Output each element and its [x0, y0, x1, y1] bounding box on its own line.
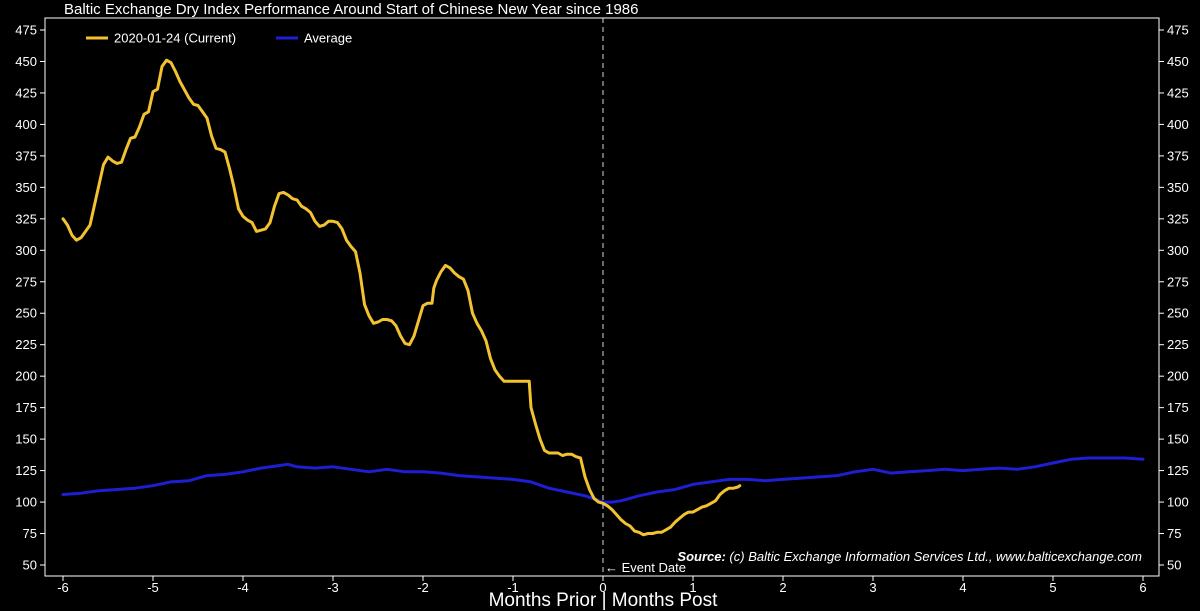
y-tick-label-left: 100 — [15, 495, 37, 510]
x-tick-label: 0 — [599, 580, 606, 595]
y-tick-label-left: 175 — [15, 400, 37, 415]
y-tick-label-left: 325 — [15, 211, 37, 226]
source-label: Source: — [677, 549, 729, 564]
y-tick-label-left: 125 — [15, 463, 37, 478]
y-tick-label-right: 75 — [1167, 526, 1181, 541]
y-tick-label-right: 250 — [1167, 306, 1189, 321]
event-date-label: ← Event Date — [605, 560, 686, 575]
y-axis-right: 50 75 100 125 150 175 200 225 250 275 300 325 350 375… — [1159, 23, 1189, 573]
legend-label: Average — [304, 31, 352, 46]
x-tick-label: 5 — [1049, 580, 1056, 595]
source-note: Source: (c) Baltic Exchange Information … — [677, 549, 1142, 564]
y-tick-label-right: 400 — [1167, 117, 1189, 132]
x-tick-label: 3 — [869, 580, 876, 595]
y-axis-left: 50 75 100 125 150 175 200 225 250 275 300 325 350 375… — [15, 23, 45, 573]
x-tick-label: 6 — [1139, 580, 1146, 595]
y-tick-label-left: 75 — [23, 526, 37, 541]
y-tick-label-right: 375 — [1167, 148, 1189, 163]
y-tick-label-right: 150 — [1167, 432, 1189, 447]
series-line-current — [61, 58, 742, 537]
y-tick-label-left: 350 — [15, 180, 37, 195]
x-tick-label: -2 — [417, 580, 429, 595]
y-tick-label-right: 475 — [1167, 23, 1189, 38]
y-tick-label-right: 175 — [1167, 400, 1189, 415]
y-tick-label-left: 450 — [15, 54, 37, 69]
x-tick-label: -4 — [237, 580, 249, 595]
y-tick-label-right: 450 — [1167, 54, 1189, 69]
y-tick-label-left: 375 — [15, 148, 37, 163]
y-tick-label-right: 225 — [1167, 337, 1189, 352]
source-text: (c) Baltic Exchange Information Services… — [729, 549, 1142, 564]
y-tick-label-left: 225 — [15, 337, 37, 352]
y-tick-label-left: 200 — [15, 369, 37, 384]
legend-label: 2020-01-24 (Current) — [114, 31, 236, 46]
y-tick-label-left: 275 — [15, 274, 37, 289]
y-tick-label-left: 150 — [15, 432, 37, 447]
chart-title: Baltic Exchange Dry Index Performance Ar… — [64, 1, 639, 18]
x-tick-label: 4 — [959, 580, 966, 595]
x-axis-title: Months Prior | Months Post — [489, 590, 719, 611]
x-tick-label: -5 — [147, 580, 159, 595]
y-tick-label-left: 250 — [15, 306, 37, 321]
y-tick-label-left: 400 — [15, 117, 37, 132]
series-group — [61, 58, 1145, 537]
x-tick-label: 1 — [689, 580, 696, 595]
y-tick-label-left: 425 — [15, 85, 37, 100]
x-axis: -6 -5 -4 -3 -2 -1 0 1 2 3 4 5 6 — [57, 576, 1147, 595]
x-tick-label: -3 — [327, 580, 339, 595]
y-tick-label-right: 300 — [1167, 243, 1189, 258]
x-tick-label: -1 — [507, 580, 519, 595]
event-marker: ← Event Date — [602, 18, 686, 576]
y-tick-label-right: 200 — [1167, 369, 1189, 384]
y-tick-label-left: 50 — [23, 558, 37, 573]
y-tick-label-right: 50 — [1167, 558, 1181, 573]
plot-frame — [44, 17, 1160, 577]
y-tick-label-right: 425 — [1167, 85, 1189, 100]
x-tick-label: 2 — [779, 580, 786, 595]
y-tick-label-right: 275 — [1167, 274, 1189, 289]
x-tick-label: -6 — [57, 580, 69, 595]
legend: 2020-01-24 (Current) Average — [86, 31, 352, 46]
y-tick-label-left: 300 — [15, 243, 37, 258]
plot-border — [44, 17, 1160, 577]
y-tick-label-right: 100 — [1167, 495, 1189, 510]
y-tick-label-right: 125 — [1167, 463, 1189, 478]
y-tick-label-left: 475 — [15, 23, 37, 38]
y-tick-label-right: 325 — [1167, 211, 1189, 226]
y-tick-label-right: 350 — [1167, 180, 1189, 195]
